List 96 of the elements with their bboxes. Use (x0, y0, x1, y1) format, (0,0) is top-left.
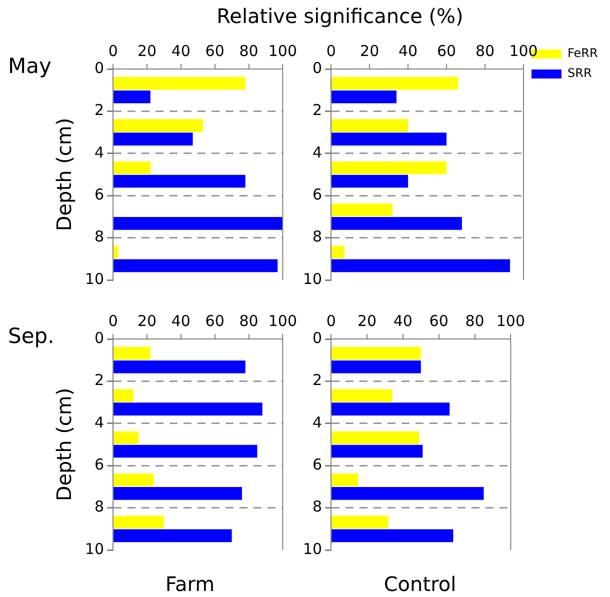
x-tick-label: 0 (108, 312, 118, 330)
bar (332, 90, 397, 104)
x-tick-label: 40 (398, 42, 418, 60)
y-tick-label: 10 (302, 270, 322, 288)
bar (114, 360, 246, 374)
y-tick-label: 4 (312, 143, 322, 162)
bar (332, 76, 458, 90)
y-tick-label: 0 (94, 58, 104, 77)
bar (114, 346, 150, 360)
x-tick-label: 0 (326, 42, 336, 60)
y-tick-label: 8 (312, 498, 322, 516)
y-tick-label: 4 (94, 413, 104, 432)
x-tick-label: 0 (108, 42, 118, 60)
bar (114, 76, 246, 90)
bar (114, 529, 232, 542)
bar (332, 360, 421, 374)
x-tick-label: 20 (357, 312, 377, 330)
x-axis-title: Relative significance (%) (216, 4, 464, 28)
x-tick-label: 80 (475, 42, 495, 60)
y-tick-label: 8 (94, 498, 104, 516)
bar (114, 161, 150, 174)
bar (332, 487, 484, 500)
bar (332, 132, 447, 146)
bar (114, 246, 118, 259)
y-tick-label: 0 (312, 58, 322, 77)
chart-title: May (8, 54, 52, 78)
bar (332, 444, 423, 458)
y-tick-label: 10 (84, 270, 104, 288)
bar (114, 431, 139, 444)
bar (114, 487, 242, 500)
bar (114, 402, 262, 416)
y-tick-label: 6 (94, 185, 104, 204)
bar (332, 516, 389, 529)
bar (114, 444, 258, 458)
x-tick-label: 20 (137, 42, 157, 60)
x-tick-label: 40 (171, 312, 190, 330)
x-tick-label: 20 (137, 312, 157, 330)
bar (114, 217, 283, 230)
x-tick-label: 60 (205, 42, 224, 60)
x-tick-label: 60 (205, 312, 224, 330)
y-tick-label: 6 (94, 455, 104, 474)
x-tick-label: 60 (436, 42, 456, 60)
x-tick-label: 60 (429, 312, 448, 330)
y-tick-label: 10 (84, 540, 104, 558)
bar (332, 161, 447, 174)
bar (114, 474, 154, 486)
x-tick-label: 20 (360, 42, 380, 60)
bar (114, 516, 164, 529)
x-tick-label: 80 (465, 312, 484, 330)
x-tick-label: 40 (171, 42, 190, 60)
x-tick-label: 100 (496, 312, 526, 330)
y-tick-label: 0 (94, 328, 104, 347)
chart-title: Sep. (8, 324, 54, 348)
bar (332, 402, 450, 416)
x-tick-label: 100 (268, 42, 298, 60)
x-tick-label: 80 (239, 312, 258, 330)
bar (114, 90, 150, 104)
y-tick-label: 2 (94, 101, 104, 120)
bar (332, 217, 462, 230)
y-tick-label: 2 (312, 371, 322, 390)
y-tick-label: 6 (312, 185, 322, 204)
bar (332, 259, 510, 272)
y-tick-label: 0 (312, 328, 322, 347)
y-tick-label: 2 (94, 371, 104, 390)
x-tick-label: 80 (239, 42, 258, 60)
bar (332, 246, 345, 259)
bar (332, 431, 420, 444)
y-tick-label: 8 (94, 228, 104, 246)
bar (332, 474, 358, 486)
y-tick-label: 6 (312, 455, 322, 474)
bar (332, 389, 392, 402)
x-tick-label: 100 (268, 312, 298, 330)
y-axis-title: Depth (cm) (52, 118, 76, 232)
y-tick-label: 10 (302, 540, 322, 558)
y-tick-label: 2 (312, 101, 322, 120)
x-tick-label: 100 (509, 42, 538, 60)
bar (114, 119, 203, 132)
bar (114, 389, 134, 402)
x-tick-label: 0 (326, 312, 336, 330)
text: Farm (164, 572, 216, 596)
bar (332, 174, 408, 188)
text: Control (382, 572, 458, 596)
y-tick-label: 4 (94, 143, 104, 162)
bar (332, 204, 393, 216)
bar (114, 259, 278, 272)
legend-label: SRR (568, 66, 592, 80)
bar (332, 346, 421, 360)
y-axis-title: Depth (cm) (52, 388, 76, 502)
bar (114, 132, 193, 146)
y-tick-label: 4 (312, 413, 322, 432)
bar (114, 174, 246, 188)
y-tick-label: 8 (312, 228, 322, 246)
bar (332, 119, 408, 132)
x-tick-label: 40 (393, 312, 412, 330)
legend-label: FeRR (568, 46, 598, 60)
bar (332, 529, 454, 542)
